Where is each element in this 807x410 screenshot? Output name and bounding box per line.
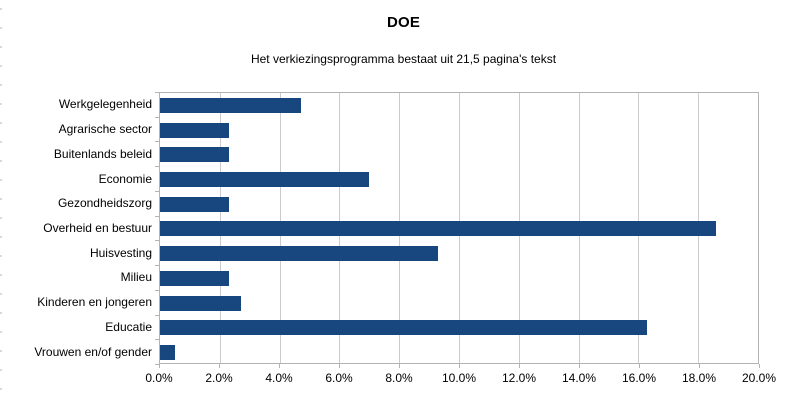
bar-row bbox=[160, 291, 758, 316]
screen-edge-artifacts bbox=[0, 8, 2, 402]
y-tick bbox=[155, 265, 160, 267]
x-label-140: 14.0% bbox=[561, 371, 597, 385]
x-label-40: 4.0% bbox=[265, 371, 293, 385]
bar-row bbox=[160, 217, 758, 242]
x-label-180: 18.0% bbox=[681, 371, 717, 385]
bar-row bbox=[160, 340, 758, 365]
x-label-60: 6.0% bbox=[325, 371, 353, 385]
x-label-120: 12.0% bbox=[501, 371, 537, 385]
y-label-agrarische-sector: Agrarische sector bbox=[58, 122, 152, 137]
bar-row bbox=[160, 118, 758, 143]
chart-title: DOE bbox=[386, 14, 421, 31]
plot-area bbox=[159, 92, 759, 364]
y-label-vrouwen-en-of-gender: Vrouwen en/of gender bbox=[34, 344, 152, 359]
y-tick bbox=[155, 240, 160, 242]
bar-row bbox=[160, 316, 758, 341]
y-tick bbox=[155, 116, 160, 118]
x-axis-labels: 0.0% 2.0% 4.0% 6.0% 8.0% 10.0% 12.0% 14.0% 16.0%… bbox=[0, 371, 807, 387]
x-label-20: 2.0% bbox=[205, 371, 233, 385]
bar-educatie[interactable] bbox=[160, 320, 648, 336]
y-tick bbox=[155, 92, 160, 93]
y-label-kinderen-en-jongeren: Kinderen en jongeren bbox=[37, 295, 152, 310]
y-label-huisvesting: Huisvesting bbox=[89, 245, 152, 260]
x-label-80: 8.0% bbox=[385, 371, 413, 385]
x-tick bbox=[699, 364, 700, 368]
bar-gezondheidszorg[interactable] bbox=[160, 196, 229, 212]
x-tick bbox=[339, 364, 340, 368]
x-tick bbox=[639, 364, 640, 368]
x-tick bbox=[759, 364, 760, 368]
y-tick bbox=[155, 364, 160, 365]
bar-row bbox=[160, 266, 758, 291]
y-tick bbox=[155, 141, 160, 143]
y-label-educatie: Educatie bbox=[105, 319, 152, 334]
x-label-100: 10.0% bbox=[441, 371, 477, 385]
x-tick bbox=[519, 364, 520, 368]
y-tick bbox=[155, 215, 160, 217]
x-label-00: 0.0% bbox=[145, 371, 173, 385]
bar-row bbox=[160, 241, 758, 266]
x-tick bbox=[399, 364, 400, 368]
x-tick bbox=[459, 364, 460, 368]
y-label-economie: Economie bbox=[98, 171, 152, 186]
chart-subtitle: Het verkiezingsprogramma bestaat uit 21,… bbox=[250, 52, 557, 66]
y-tick bbox=[155, 314, 160, 316]
x-tick bbox=[579, 364, 580, 368]
bar-huisvesting[interactable] bbox=[160, 246, 439, 262]
x-label-200: 20.0% bbox=[741, 371, 777, 385]
y-tick bbox=[155, 289, 160, 291]
bar-row bbox=[160, 192, 758, 217]
y-label-milieu: Milieu bbox=[120, 270, 152, 285]
y-tick bbox=[155, 166, 160, 168]
bar-overheid-en-bestuur[interactable] bbox=[160, 221, 717, 237]
bar-row bbox=[160, 93, 758, 118]
bar-row bbox=[160, 142, 758, 167]
y-tick bbox=[155, 339, 160, 341]
y-label-gezondheidszorg: Gezondheidszorg bbox=[57, 196, 152, 211]
y-label-buitenlands-beleid: Buitenlands beleid bbox=[53, 146, 152, 161]
bar-vrouwen-en-of-gender[interactable] bbox=[160, 345, 175, 361]
x-label-160: 16.0% bbox=[621, 371, 657, 385]
y-axis-labels: Werkgelegenheid Agrarische sector Buitenla… bbox=[0, 92, 152, 364]
y-label-werkgelegenheid: Werkgelegenheid bbox=[58, 97, 152, 112]
bar-milieu[interactable] bbox=[160, 270, 229, 286]
bar-kinderen-en-jongeren[interactable] bbox=[160, 295, 241, 311]
bar-werkgelegenheid[interactable] bbox=[160, 97, 301, 113]
bar-buitenlands-beleid[interactable] bbox=[160, 147, 229, 163]
y-tick bbox=[155, 190, 160, 192]
x-tick bbox=[279, 364, 280, 368]
bar-agrarische-sector[interactable] bbox=[160, 122, 229, 138]
x-tick bbox=[159, 364, 160, 368]
y-label-overheid-en-bestuur: Overheid en bestuur bbox=[43, 221, 152, 235]
bar-row bbox=[160, 167, 758, 192]
x-tick bbox=[219, 364, 220, 368]
bar-economie[interactable] bbox=[160, 172, 370, 188]
